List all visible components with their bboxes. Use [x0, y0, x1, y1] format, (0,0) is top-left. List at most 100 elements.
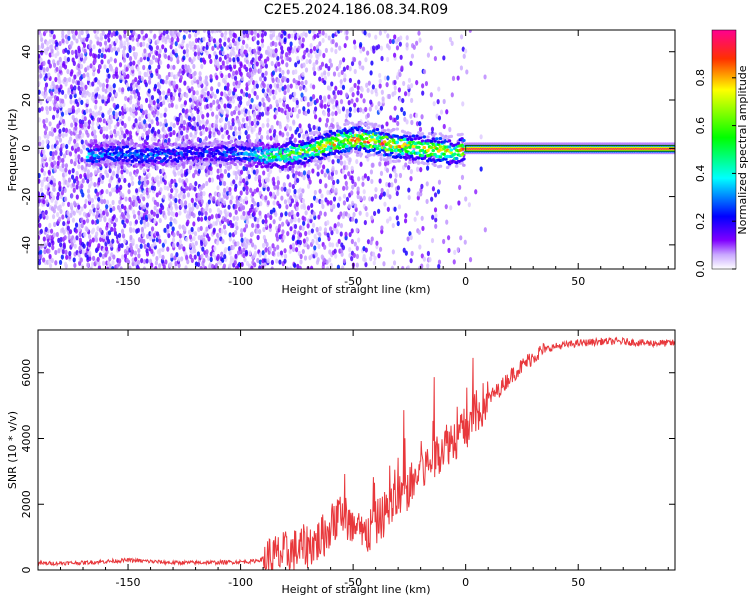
- heatmap-cell: [75, 235, 79, 241]
- heatmap-cell: [191, 41, 195, 47]
- heatmap-cell: [239, 232, 244, 238]
- heatmap-cell: [178, 30, 183, 33]
- heatmap-cell: [232, 131, 236, 137]
- heatmap-cell: [172, 232, 176, 238]
- heatmap-cell: [72, 200, 77, 206]
- heatmap-cell: [336, 105, 340, 111]
- heatmap-cell: [80, 188, 84, 195]
- heatmap-cell: [276, 184, 280, 190]
- heatmap-cell: [382, 261, 386, 267]
- heatmap-cell: [142, 190, 146, 196]
- heatmap-cell: [120, 242, 124, 249]
- heatmap-cell: [461, 101, 465, 107]
- heatmap-cell: [220, 91, 224, 97]
- heatmap-cell: [58, 184, 62, 191]
- heatmap-cell: [123, 30, 127, 35]
- heatmap-cell: [233, 63, 237, 70]
- heatmap-cell: [71, 168, 75, 174]
- heatmap-cell: [128, 265, 132, 269]
- heatmap-cell: [78, 245, 82, 251]
- heatmap-cell: [315, 53, 319, 59]
- heatmap-cell: [196, 261, 201, 268]
- heatmap-cell: [136, 259, 141, 266]
- heatmap-cell: [315, 59, 319, 65]
- heatmap-cell: [308, 58, 312, 65]
- heatmap-cell: [154, 265, 158, 269]
- heatmap-cell: [85, 227, 89, 233]
- heatmap-cell: [225, 186, 229, 192]
- heatmap-cell: [248, 207, 253, 213]
- heatmap-cell: [174, 197, 178, 204]
- heatmap-cell: [350, 165, 354, 171]
- heatmap-cell: [297, 132, 301, 138]
- heatmap-cell: [179, 190, 183, 196]
- heatmap-cell: [371, 251, 376, 257]
- heatmap-cell: [350, 200, 355, 206]
- heatmap-cell: [242, 165, 246, 172]
- heatmap-cell: [43, 176, 47, 182]
- heatmap-cell: [155, 120, 160, 126]
- heatmap-cell: [244, 130, 248, 136]
- heatmap-cell: [205, 249, 209, 255]
- heatmap-cell: [320, 61, 325, 67]
- heatmap-cell: [88, 250, 92, 256]
- heatmap-cell: [240, 75, 244, 81]
- heatmap-cell: [79, 148, 83, 155]
- heatmap-cell: [479, 134, 483, 140]
- heatmap-cell: [69, 94, 73, 100]
- heatmap-cell: [130, 65, 135, 71]
- heatmap-cell: [284, 211, 288, 217]
- heatmap-cell: [150, 209, 154, 215]
- heatmap-cell: [93, 30, 97, 34]
- heatmap-cell: [141, 52, 146, 58]
- heatmap-cell: [192, 116, 196, 122]
- heatmap-cell: [204, 215, 208, 221]
- heatmap-cell: [131, 180, 135, 187]
- heatmap-cell: [234, 253, 238, 259]
- heatmap-cell: [430, 196, 434, 202]
- heatmap-cell: [61, 162, 65, 169]
- heatmap-cell: [390, 265, 395, 269]
- heatmap-cell: [148, 64, 152, 70]
- heatmap-cell: [211, 111, 215, 117]
- heatmap-cell: [200, 63, 204, 70]
- heatmap-cell: [108, 91, 112, 98]
- heatmap-cell: [415, 210, 419, 216]
- ridge-cell: [327, 134, 331, 138]
- heatmap-cell: [220, 46, 224, 52]
- heatmap-cell: [345, 35, 349, 41]
- heatmap-cell: [386, 188, 390, 195]
- heatmap-cell: [78, 210, 82, 216]
- heatmap-cell: [229, 219, 233, 226]
- heatmap-cell: [342, 66, 347, 72]
- heatmap-cell: [129, 134, 133, 140]
- heatmap-cell: [282, 182, 286, 188]
- heatmap-cell: [55, 84, 59, 90]
- heatmap-cell: [221, 134, 225, 140]
- heatmap-cell: [252, 200, 257, 207]
- heatmap-cell: [318, 94, 323, 101]
- heatmap-cell: [405, 119, 409, 125]
- heatmap-cell: [155, 213, 160, 219]
- heatmap-cell: [156, 102, 161, 108]
- heatmap-cell: [301, 37, 305, 43]
- heatmap-cell: [132, 83, 136, 89]
- heatmap-cell: [133, 93, 137, 99]
- heatmap-cell: [239, 190, 243, 196]
- heatmap-cell: [41, 144, 45, 151]
- heatmap-cell: [311, 94, 316, 100]
- heatmap-cell: [134, 219, 138, 225]
- heatmap-cell: [144, 122, 148, 129]
- heatmap-cell: [353, 241, 357, 247]
- heatmap-cell: [117, 243, 122, 249]
- heatmap-cell: [293, 188, 297, 195]
- heatmap-cell: [159, 59, 163, 66]
- heatmap-cell: [184, 204, 188, 210]
- heatmap-cell: [178, 233, 182, 239]
- heatmap-cell: [157, 64, 161, 70]
- heatmap-cell: [63, 55, 67, 61]
- heatmap-cell: [45, 117, 49, 124]
- heatmap-cell: [128, 130, 132, 136]
- heatmap-cell: [348, 157, 352, 163]
- heatmap-cell: [388, 158, 393, 164]
